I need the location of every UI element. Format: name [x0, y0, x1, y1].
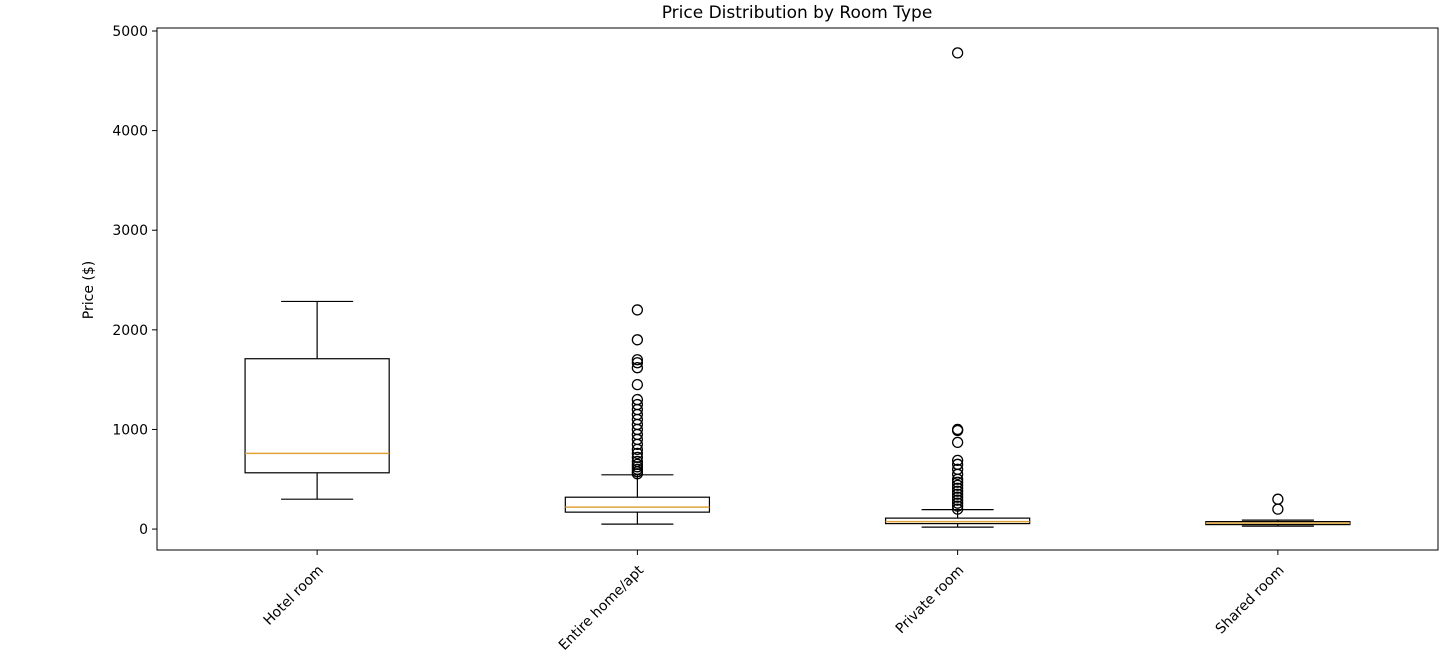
outlier-point [631, 354, 644, 366]
box-private-room [884, 47, 1031, 528]
y-tick-label: 4000 [112, 124, 148, 140]
outlier-point [951, 463, 964, 475]
outlier-point [951, 491, 964, 503]
y-tick-label: 0 [139, 522, 148, 538]
y-axis-ticks: 0 1000 2000 3000 4000 5000 [112, 24, 157, 538]
outlier-point [951, 47, 964, 59]
outlier-point [951, 436, 964, 449]
outlier-point [1272, 503, 1284, 515]
x-tick-label: Hotel room [261, 562, 327, 628]
box-shared-room [1205, 493, 1351, 527]
outlier-point [951, 423, 964, 436]
outlier-point [951, 503, 964, 515]
outlier-point [951, 482, 964, 494]
iqr-box [564, 496, 711, 513]
outlier-point [631, 357, 644, 369]
outlier-point [951, 479, 964, 491]
outlier-point [951, 488, 964, 500]
y-axis-label: Price ($) [81, 261, 97, 319]
plot-frame [156, 27, 1439, 551]
outlier-point [951, 500, 964, 512]
iqr-box [244, 358, 390, 474]
outlier-point [1272, 493, 1284, 505]
outlier-point [631, 447, 644, 460]
x-tick-label: Shared room [1213, 562, 1288, 637]
outlier-point [951, 454, 964, 466]
x-tick-label: Entire home/apt [556, 562, 648, 654]
y-tick-label: 5000 [112, 24, 148, 40]
outlier-point [631, 451, 644, 464]
outlier-point [631, 455, 644, 467]
chart-title: Price Distribution by Room Type [662, 3, 933, 23]
y-tick-label: 1000 [112, 422, 148, 438]
outlier-point [631, 378, 644, 391]
box-entire-home-apt [564, 304, 711, 525]
y-tick-label: 2000 [112, 323, 148, 339]
x-tick-label: Private room [893, 562, 968, 637]
outlier-point [631, 398, 644, 411]
outlier-point [951, 497, 964, 509]
outlier-point [631, 304, 644, 316]
outlier-point [631, 362, 644, 374]
box-series [244, 47, 1351, 528]
outlier-point [631, 393, 644, 406]
outlier-point [951, 476, 964, 488]
outlier-point [951, 485, 964, 497]
outlier-point [631, 334, 644, 346]
x-axis-ticks: Hotel room Entire home/apt Private room Sha… [261, 550, 1288, 654]
outlier-point [631, 458, 644, 470]
outlier-point [951, 458, 964, 470]
outlier-point [951, 494, 964, 506]
box-hotel-room [244, 300, 390, 500]
y-tick-label: 3000 [112, 223, 148, 239]
